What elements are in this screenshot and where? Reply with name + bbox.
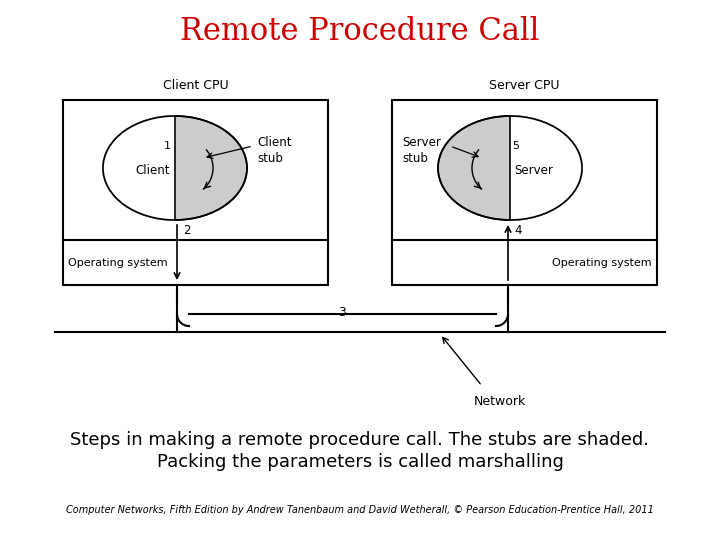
Text: Client: Client <box>136 164 170 177</box>
Text: 1: 1 <box>163 141 171 151</box>
Text: 3: 3 <box>338 306 346 319</box>
Text: Server CPU: Server CPU <box>490 79 559 92</box>
Text: Server
stub: Server stub <box>402 136 441 165</box>
Text: Packing the parameters is called marshalling: Packing the parameters is called marshal… <box>156 453 564 471</box>
Text: Computer Networks, Fifth Edition by Andrew Tanenbaum and David Wetherall, © Pear: Computer Networks, Fifth Edition by Andr… <box>66 505 654 515</box>
Polygon shape <box>103 116 175 220</box>
Text: Server: Server <box>515 164 554 177</box>
Polygon shape <box>510 116 582 220</box>
Bar <box>392 100 657 285</box>
Text: Operating system: Operating system <box>68 258 168 267</box>
Text: Operating system: Operating system <box>552 258 652 267</box>
Ellipse shape <box>438 116 582 220</box>
Text: 5: 5 <box>513 141 520 151</box>
Ellipse shape <box>103 116 247 220</box>
Text: Steps in making a remote procedure call. The stubs are shaded.: Steps in making a remote procedure call.… <box>71 431 649 449</box>
Text: Network: Network <box>474 395 526 408</box>
Text: Client
stub: Client stub <box>257 136 292 165</box>
Text: Client CPU: Client CPU <box>163 79 228 92</box>
Text: 4: 4 <box>514 224 521 237</box>
Bar <box>63 100 328 285</box>
Text: 2: 2 <box>183 224 191 237</box>
Text: Remote Procedure Call: Remote Procedure Call <box>180 17 540 48</box>
